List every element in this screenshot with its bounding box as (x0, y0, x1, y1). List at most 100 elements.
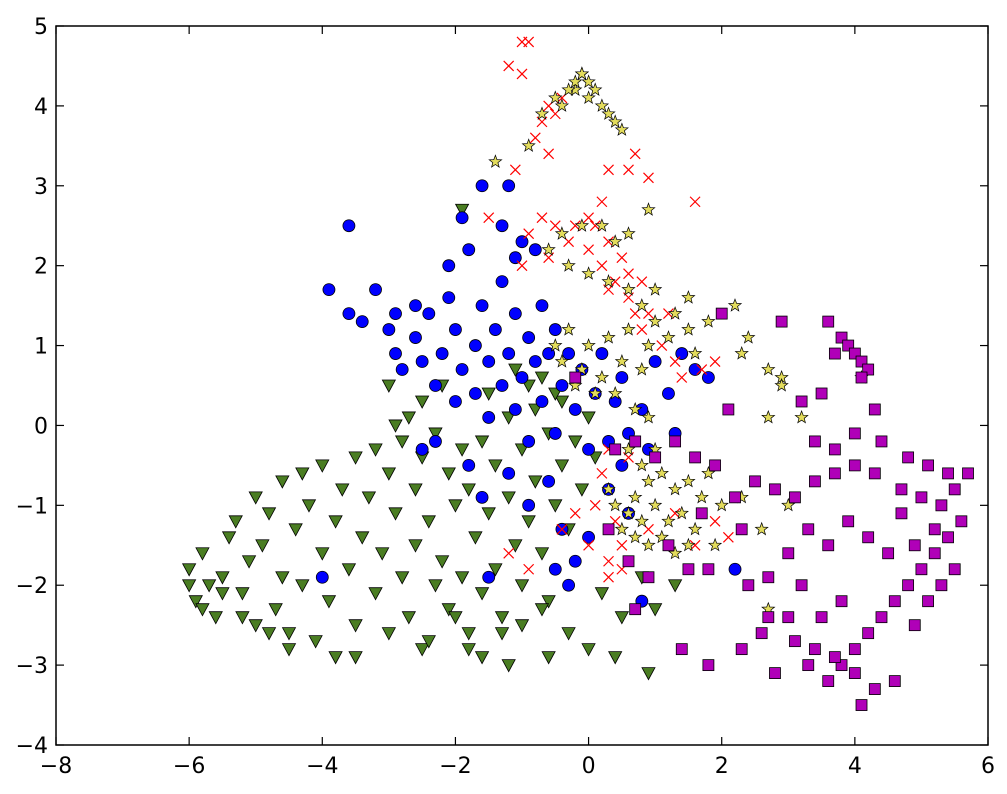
data-point-square (795, 395, 808, 408)
data-point-triangle-down (501, 659, 516, 673)
data-point-square (802, 659, 815, 672)
data-point-triangle-down (488, 563, 503, 577)
data-point-circle (502, 179, 516, 193)
data-point-star (641, 409, 656, 424)
data-point-star (621, 322, 636, 336)
data-point-circle (562, 347, 575, 360)
data-point-triangle-down (514, 579, 530, 593)
data-point-square (689, 451, 701, 464)
data-point-circle (315, 570, 329, 584)
data-point-star (548, 338, 563, 352)
data-point-triangle-down (394, 435, 410, 449)
data-point-triangle-down (448, 611, 463, 625)
data-point-circle (462, 458, 476, 472)
data-point-x (603, 555, 614, 567)
data-point-square (962, 467, 974, 480)
data-point-square (955, 515, 968, 528)
data-point-triangle-down (641, 667, 656, 681)
data-point-triangle-down (454, 571, 470, 585)
data-point-triangle-down (321, 595, 337, 609)
data-point-star (581, 90, 596, 105)
data-point-x (529, 132, 541, 144)
data-point-triangle-down (381, 467, 397, 481)
x-tick-label: 0 (582, 754, 596, 779)
data-point-triangle-down (215, 571, 230, 585)
data-point-star (754, 521, 769, 536)
data-point-star (681, 322, 696, 336)
data-point-square (629, 435, 642, 448)
data-point-star (648, 282, 663, 296)
data-point-triangle-down (375, 547, 390, 561)
data-point-triangle-down (554, 395, 570, 409)
data-point-star (608, 114, 623, 128)
data-point-square (862, 627, 875, 640)
data-point-triangle-down (647, 603, 663, 617)
data-point-triangle-down (461, 483, 476, 497)
data-point-star (667, 481, 683, 496)
data-point-circle (508, 403, 522, 416)
data-point-triangle-down (421, 635, 436, 649)
data-point-circle (429, 435, 442, 448)
data-point-circle (322, 283, 336, 297)
data-point-square (822, 675, 835, 687)
data-point-circle (369, 283, 382, 297)
data-point-star (628, 529, 643, 544)
data-point-star (661, 330, 676, 344)
data-point-square (755, 627, 768, 640)
data-point-triangle-down (548, 387, 563, 401)
data-point-triangle-down (348, 451, 363, 465)
data-point-square (942, 531, 954, 544)
data-point-square (848, 459, 861, 472)
data-point-x (483, 212, 495, 224)
data-point-circle (568, 403, 582, 416)
data-point-triangle-down (508, 539, 523, 553)
data-point-circle (342, 307, 356, 321)
x-axis: −8 −6 −4 −2 0 2 4 6 (40, 26, 995, 779)
data-point-square (675, 643, 688, 656)
data-point-circle (502, 466, 516, 480)
data-point-square (569, 371, 582, 384)
data-point-circle (535, 299, 549, 313)
data-point-triangle-down (248, 619, 263, 633)
data-point-triangle-down (541, 595, 556, 609)
data-point-star (561, 322, 576, 336)
data-point-circle (595, 347, 609, 360)
data-point-star (634, 361, 649, 376)
data-point-circle (382, 323, 396, 336)
data-point-square (882, 547, 895, 560)
data-point-triangle-down (441, 467, 456, 481)
data-point-triangle-down (501, 411, 516, 425)
data-point-triangle-down (235, 587, 250, 601)
data-point-square (782, 611, 795, 624)
data-point-square (848, 347, 861, 360)
data-point-triangle-down (528, 403, 543, 417)
data-point-star (641, 537, 656, 552)
data-point-circle (409, 331, 422, 344)
data-point-square (762, 611, 775, 624)
data-point-square (862, 363, 875, 376)
data-point-star (648, 314, 663, 328)
data-point-square (782, 547, 795, 560)
data-point-square (609, 443, 622, 456)
data-point-star (714, 497, 729, 512)
data-point-star (634, 513, 649, 528)
data-point-triangle-down (195, 603, 210, 617)
data-point-circle (482, 411, 496, 424)
data-point-square (915, 563, 928, 576)
data-point-square (842, 515, 855, 528)
data-point-square (602, 523, 615, 536)
data-point-square (828, 651, 841, 664)
data-point-x (503, 547, 515, 559)
data-point-square (769, 483, 781, 496)
data-point-circle (515, 371, 529, 384)
data-point-x (676, 372, 688, 383)
data-point-triangle-down (261, 627, 277, 641)
data-point-triangle-down (361, 491, 377, 505)
data-point-x (523, 563, 535, 575)
data-point-square (789, 635, 801, 648)
data-point-x (523, 228, 535, 240)
data-point-circle (522, 331, 536, 344)
data-point-triangle-down (335, 483, 350, 497)
data-point-triangle-down (528, 475, 543, 489)
